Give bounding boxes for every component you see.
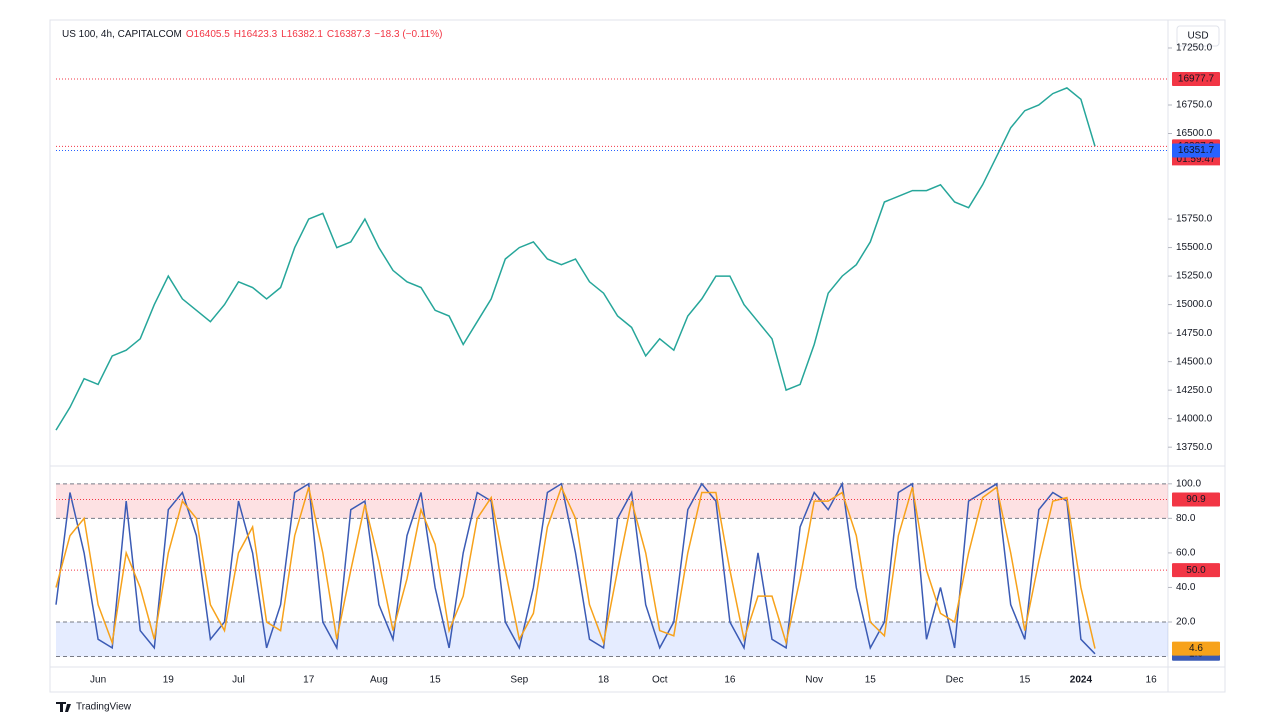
y-tick-label: 13750.0	[1176, 442, 1213, 453]
ohlc: O16405.5	[186, 29, 230, 40]
level-label: 90.9	[1186, 494, 1206, 505]
x-tick-label: 16	[724, 675, 736, 686]
y-tick-label: 14250.0	[1176, 385, 1213, 396]
x-tick-label: 15	[1019, 675, 1031, 686]
last-value-label: 4.6	[1189, 643, 1203, 654]
y-tick-label: 14750.0	[1176, 328, 1213, 339]
x-tick-label: 19	[163, 675, 175, 686]
price-line	[55, 87, 1096, 431]
ohlc: H16423.3	[234, 29, 278, 40]
level-label: 50.0	[1186, 565, 1206, 576]
oscillator-line	[55, 481, 1096, 655]
logo	[56, 702, 71, 712]
level-label: 16351.7	[1178, 145, 1215, 156]
oversold-band	[56, 622, 1168, 657]
countdown: 01:59:47	[1177, 154, 1216, 165]
x-tick-label: 15	[430, 675, 442, 686]
x-tick-label: Aug	[370, 675, 388, 686]
y-tick-label: 15750.0	[1176, 214, 1213, 225]
x-tick-label: Jul	[232, 675, 245, 686]
y-tick-label: 80.0	[1176, 513, 1196, 524]
level-label-bg	[1172, 492, 1220, 507]
ohlc: −18.3 (−0.11%)	[374, 29, 442, 40]
y-tick-label: 15000.0	[1176, 299, 1213, 310]
level-label-bg	[1172, 72, 1220, 87]
x-tick-label: 17	[303, 675, 315, 686]
currency-button[interactable]	[1176, 25, 1220, 47]
y-tick-label: 40.0	[1176, 582, 1196, 593]
ohlc: L16382.1	[281, 29, 323, 40]
x-tick-label: 18	[598, 675, 610, 686]
oscillator-line	[55, 485, 1096, 649]
y-tick-label: 15500.0	[1176, 242, 1213, 253]
y-tick-label: 20.0	[1176, 617, 1196, 628]
overbought-band	[56, 483, 1168, 519]
y-tick-label: 14500.0	[1176, 356, 1213, 367]
legend: US 100, 4h, CAPITALCOM O16405.5 H16423.3 L1…	[62, 29, 442, 40]
level-label-bg	[1172, 563, 1220, 578]
y-tick-label: 17250.0	[1176, 43, 1213, 54]
level-label-bg	[1172, 143, 1220, 158]
x-tick-label: Sep	[510, 675, 528, 686]
y-tick-label: 15250.0	[1176, 271, 1213, 282]
level-label: 16977.7	[1178, 74, 1215, 85]
y-tick-label: 16500.0	[1176, 128, 1213, 139]
x-tick-label: 15	[865, 675, 877, 686]
x-tick-label: 2024	[1070, 675, 1093, 686]
ohlc: C16387.3	[327, 29, 371, 40]
x-tick-label: Dec	[946, 675, 964, 686]
x-tick-label: Nov	[805, 675, 823, 686]
y-tick-label: 16750.0	[1176, 100, 1213, 111]
x-tick-label: Jun	[90, 675, 106, 686]
y-tick-label: 100.0	[1176, 478, 1201, 489]
y-tick-label: 60.0	[1176, 548, 1196, 559]
symbol: US 100, 4h, CAPITALCOM	[62, 29, 182, 40]
currency[interactable]: USD	[1187, 31, 1208, 42]
brand: TradingView	[76, 702, 132, 713]
x-tick-label: 16	[1146, 675, 1158, 686]
y-tick-label: 14000.0	[1176, 413, 1213, 424]
last-value-label-bg	[1172, 641, 1220, 656]
x-tick-label: Oct	[652, 675, 668, 686]
frame	[49, 19, 1226, 693]
